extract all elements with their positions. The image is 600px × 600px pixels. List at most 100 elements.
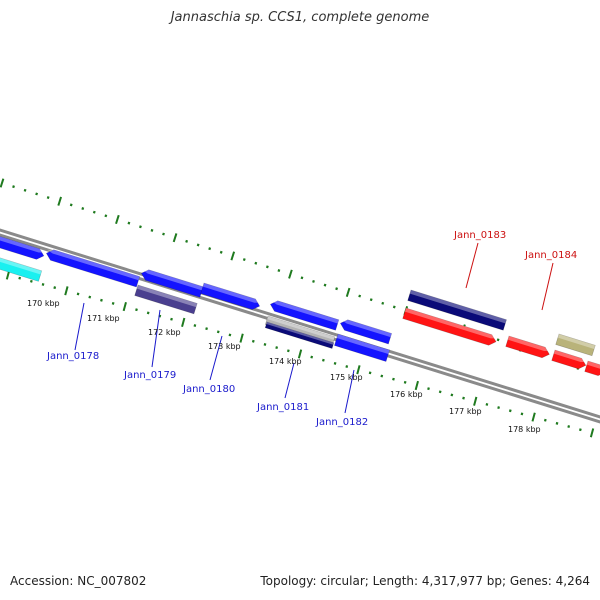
outer-minor-tick <box>219 250 223 254</box>
gene-blue-3 <box>140 269 204 298</box>
inner-minor-tick <box>508 409 512 413</box>
inner-minor-tick <box>41 283 45 286</box>
gene-red-3-shape <box>551 349 587 370</box>
scale-label-0: 170 kbp <box>27 299 60 308</box>
gene-purple-1-highlight <box>136 285 198 308</box>
gene-label-Jann_0182: Jann_0182 <box>315 417 368 428</box>
inner-major-tick <box>473 396 478 406</box>
gene-khaki-1-highlight <box>557 334 596 349</box>
inner-minor-tick <box>427 387 430 391</box>
gene-red-4-highlight <box>586 361 600 369</box>
callout-lines <box>74 242 554 414</box>
inner-minor-tick <box>111 301 115 305</box>
inner-minor-tick <box>333 361 337 365</box>
gene-dark-2-highlight <box>409 290 507 324</box>
gene-labels: Jann_0178 Jann_0179 Jann_0180 Jann_0181 Jann… <box>46 230 577 428</box>
outer-minor-tick <box>323 283 327 287</box>
callout-Jann_0179 <box>151 309 161 368</box>
inner-minor-tick <box>555 421 559 425</box>
outer-minor-tick <box>104 214 108 218</box>
outer-minor-tick <box>265 265 269 269</box>
gene-red-3 <box>551 349 587 370</box>
outer-minor-tick <box>496 338 500 342</box>
callout-Jann_0181 <box>284 362 295 399</box>
outer-tick-track <box>0 178 592 371</box>
inner-major-tick <box>297 349 303 359</box>
callout-Jann_0184 <box>541 262 554 311</box>
gene-blue-2-highlight <box>47 249 140 281</box>
inner-minor-tick <box>462 396 465 400</box>
inner-major-tick <box>356 365 361 375</box>
outer-minor-tick <box>254 261 258 265</box>
scale-label-7: 177 kbp <box>449 407 482 416</box>
callout-Jann_0182 <box>344 369 355 414</box>
inner-minor-tick <box>392 377 395 381</box>
genes <box>0 233 600 376</box>
inner-minor-tick <box>286 349 290 353</box>
inner-minor-tick <box>322 358 325 362</box>
scale-label-1: 171 kbp <box>87 314 120 323</box>
outer-minor-tick <box>12 185 15 189</box>
outer-minor-tick <box>185 239 189 243</box>
gene-cyan-1-shape <box>0 255 43 282</box>
gene-blue-7 <box>334 333 390 362</box>
inner-minor-tick <box>170 317 173 321</box>
gene-blue-2-shape <box>45 249 141 288</box>
outer-major-tick <box>0 178 5 188</box>
gene-red-1-shape <box>402 307 497 346</box>
gene-blue-5-shape <box>269 300 340 331</box>
inner-major-tick <box>414 380 419 391</box>
gene-blue-1-shape <box>0 233 45 260</box>
gene-blue-5 <box>269 300 340 331</box>
outer-major-tick <box>115 214 120 225</box>
inner-minor-tick <box>403 380 407 384</box>
outer-minor-tick <box>139 225 142 229</box>
gene-blue-3-shape <box>140 269 204 298</box>
outer-major-tick <box>288 269 293 279</box>
inner-minor-tick <box>135 308 138 312</box>
inner-minor-tick <box>88 295 92 299</box>
inner-minor-tick <box>520 412 524 416</box>
gene-blue-6 <box>339 319 393 345</box>
scale-labels: 170 kbp 171 kbp 172 kbp 173 kbp 174 kbp 175 k… <box>27 299 541 434</box>
gene-label-Jann_0184: Jann_0184 <box>524 250 577 261</box>
gene-dark-2 <box>407 289 507 331</box>
backbone-line-upper <box>0 228 600 419</box>
outer-minor-tick <box>127 221 131 225</box>
inner-minor-tick <box>380 374 384 378</box>
inner-minor-tick <box>485 402 489 406</box>
outer-major-tick <box>57 196 62 206</box>
callout-Jann_0178 <box>74 302 85 351</box>
outer-minor-tick <box>162 232 165 236</box>
outer-major-tick <box>230 251 236 261</box>
inner-major-tick <box>181 317 186 327</box>
gene-dark-1-highlight <box>266 322 334 345</box>
outer-minor-tick <box>196 243 200 247</box>
gene-blue-1-highlight <box>0 234 45 253</box>
inner-minor-tick <box>310 355 314 359</box>
gene-red-1-highlight <box>404 308 498 339</box>
outer-minor-tick <box>277 269 281 272</box>
gene-purple-1 <box>134 284 198 315</box>
gene-label-Jann_0180: Jann_0180 <box>182 384 235 395</box>
inner-minor-tick <box>216 330 220 334</box>
inner-minor-tick <box>263 343 267 346</box>
outer-minor-tick <box>92 210 96 214</box>
outer-minor-tick <box>300 276 304 280</box>
inner-minor-tick <box>368 371 372 375</box>
gene-cyan-1-highlight <box>0 256 42 275</box>
gene-blue-5-highlight <box>271 300 339 324</box>
outer-minor-tick <box>392 305 396 309</box>
gene-dark-1 <box>264 321 335 349</box>
gene-blue-4-highlight <box>202 283 261 303</box>
inner-minor-tick <box>146 311 150 315</box>
gene-blue-6-highlight <box>341 319 392 338</box>
inner-minor-tick <box>158 314 162 318</box>
gene-purple-1-shape <box>134 284 198 315</box>
inner-major-tick <box>589 428 595 438</box>
inner-minor-tick <box>275 346 279 350</box>
inner-minor-tick <box>205 327 208 331</box>
outer-minor-tick <box>335 287 338 291</box>
outer-minor-tick <box>81 207 85 211</box>
